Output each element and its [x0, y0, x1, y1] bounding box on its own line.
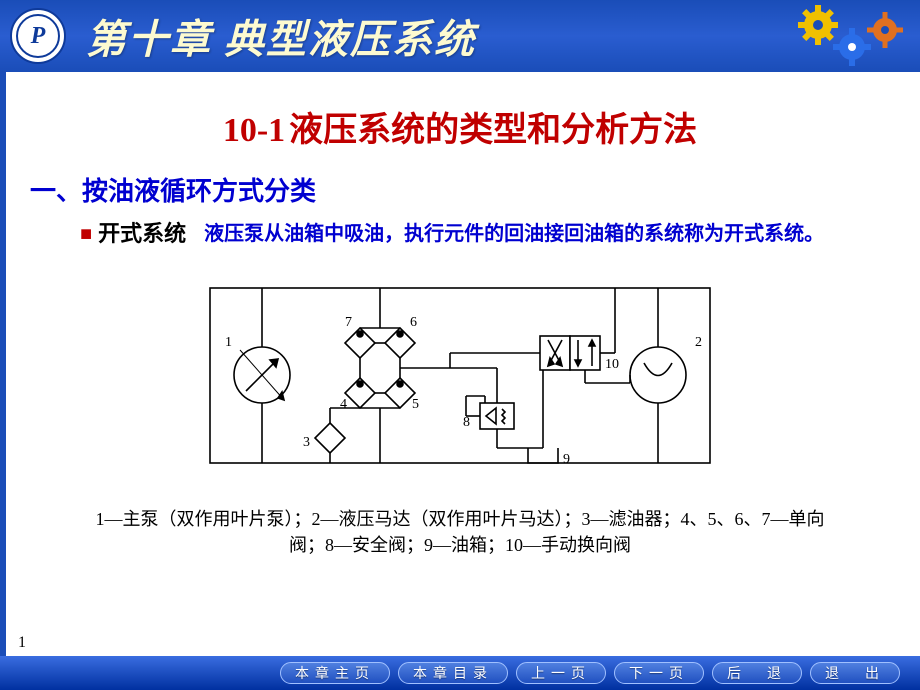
nav-chapter-toc-button[interactable]: 本章目录 — [398, 662, 508, 684]
svg-text:1: 1 — [225, 335, 232, 350]
svg-text:9: 9 — [563, 452, 570, 467]
nav-chapter-home-button[interactable]: 本章主页 — [280, 662, 390, 684]
university-logo: P — [10, 8, 66, 64]
section-text: 液压系统的类型和分析方法 — [289, 111, 697, 149]
svg-text:2: 2 — [695, 335, 702, 350]
subheading-2: 开式系统 — [98, 220, 186, 248]
description-text: 液压泵从油箱中吸油，执行元件的回油接回油箱的系统称为开式系统。 — [204, 220, 824, 248]
nav-next-button[interactable]: 下一页 — [614, 662, 704, 684]
bullet-icon: ■ — [80, 220, 92, 248]
gears-icon — [790, 5, 910, 67]
svg-text:7: 7 — [345, 315, 352, 330]
slide-content: 10-1 液压系统的类型和分析方法 一、按油液循环方式分类 ■ 开式系统 液压泵… — [0, 72, 920, 558]
slide-header: P 第十章 典型液压系统 — [0, 0, 920, 72]
svg-text:3: 3 — [303, 435, 310, 450]
svg-text:5: 5 — [412, 397, 419, 412]
section-title: 10-1 液压系统的类型和分析方法 — [30, 102, 890, 151]
nav-prev-button[interactable]: 上一页 — [516, 662, 606, 684]
subheading-1: 一、按油液循环方式分类 — [30, 171, 890, 208]
chapter-title: 第十章 典型液压系统 — [86, 7, 476, 65]
section-number: 10-1 — [223, 112, 285, 149]
left-border — [0, 72, 6, 656]
hydraulic-diagram: 1 2 7 6 4 — [30, 268, 890, 488]
nav-back-button[interactable]: 后 退 — [712, 662, 802, 684]
svg-text:6: 6 — [410, 315, 417, 330]
logo-letter: P — [16, 14, 60, 58]
svg-text:10: 10 — [605, 357, 619, 372]
slide-footer: 本章主页 本章目录 上一页 下一页 后 退 退 出 — [0, 656, 920, 690]
page-number: 1 — [18, 634, 26, 652]
subheading-2-row: ■ 开式系统 液压泵从油箱中吸油，执行元件的回油接回油箱的系统称为开式系统。 — [80, 220, 890, 248]
nav-exit-button[interactable]: 退 出 — [810, 662, 900, 684]
svg-text:8: 8 — [463, 415, 470, 430]
diagram-caption: 1—主泵（双作用叶片泵）；2—液压马达（双作用叶片马达）；3—滤油器；4、5、6… — [90, 506, 830, 558]
svg-text:4: 4 — [340, 397, 347, 412]
